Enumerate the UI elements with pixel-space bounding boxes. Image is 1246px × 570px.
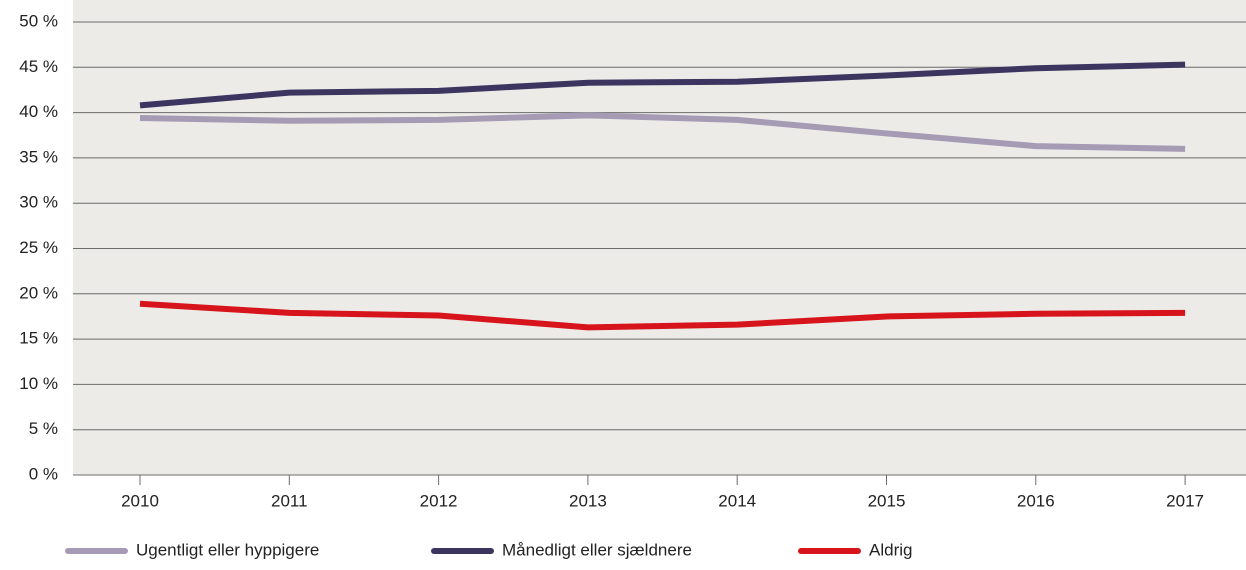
y-tick-label: 50 % [19,11,58,30]
x-tick-label: 2015 [868,491,906,510]
x-tick-label: 2013 [569,491,607,510]
y-tick-label: 30 % [19,193,58,212]
y-tick-label: 35 % [19,147,58,166]
legend-label: Månedligt eller sjældnere [502,540,692,559]
legend-label: Ugentligt eller hyppigere [136,540,319,559]
x-tick-label: 2016 [1017,491,1055,510]
x-tick-label: 2017 [1166,491,1204,510]
y-tick-label: 15 % [19,329,58,348]
plot-background [73,0,1246,475]
legend-label: Aldrig [869,540,912,559]
y-tick-label: 10 % [19,374,58,393]
y-tick-label: 45 % [19,57,58,76]
series-line [139,61,1186,109]
y-tick-label: 25 % [19,238,58,257]
x-tick-label: 2012 [420,491,458,510]
y-tick-label: 0 % [29,464,58,483]
series-line [139,300,1186,331]
y-tick-label: 20 % [19,283,58,302]
y-tick-label: 5 % [29,419,58,438]
y-tick-label: 40 % [19,102,58,121]
x-tick-label: 2014 [718,491,756,510]
x-tick-label: 2011 [271,491,308,510]
x-tick-label: 2010 [121,491,159,510]
series-line [139,112,1186,152]
